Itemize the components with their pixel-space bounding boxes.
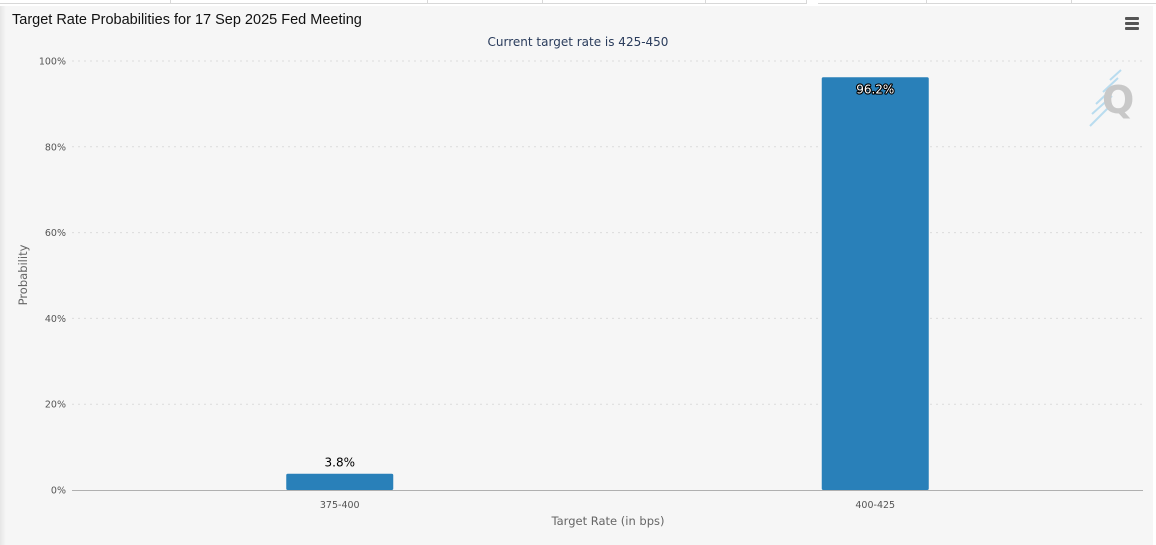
top-tab-segment [543, 0, 706, 4]
top-tab-segment [927, 0, 1072, 4]
y-axis-title: Probability [16, 244, 30, 306]
x-tick-label: 375-400 [320, 500, 360, 511]
q-logo-watermark: Q [1089, 69, 1134, 127]
bar-375-400[interactable] [286, 473, 394, 490]
top-tab-segment [0, 0, 171, 4]
chart-title: Target Rate Probabilities for 17 Sep 202… [12, 12, 362, 28]
svg-text:Q: Q [1102, 78, 1134, 122]
y-tick-label: 20% [45, 400, 66, 411]
data-label: 3.8% [325, 456, 356, 470]
top-tab-segment [706, 0, 807, 4]
x-tick-label: 400-425 [855, 500, 895, 511]
hamburger-menu-icon[interactable] [1122, 14, 1142, 32]
bar-400-425[interactable] [821, 77, 929, 490]
y-tick-label: 80% [45, 142, 66, 153]
data-label: 96.2% [856, 82, 894, 96]
top-tab-segment [818, 0, 927, 4]
top-tab-segment [428, 0, 543, 4]
y-tick-label: 40% [45, 314, 66, 325]
top-tab-segment [171, 0, 428, 4]
top-tab-strip [0, 0, 1156, 4]
y-tick-label: 60% [45, 228, 66, 239]
y-tick-label: 0% [51, 486, 66, 497]
panel-left-edge [0, 6, 6, 545]
x-axis-title: Target Rate (in bps) [551, 514, 665, 528]
y-tick-label: 100% [39, 57, 66, 68]
top-tab-segment [1072, 0, 1156, 4]
chart-panel [4, 6, 1153, 545]
chart-subtitle: Current target rate is 425-450 [487, 35, 669, 49]
